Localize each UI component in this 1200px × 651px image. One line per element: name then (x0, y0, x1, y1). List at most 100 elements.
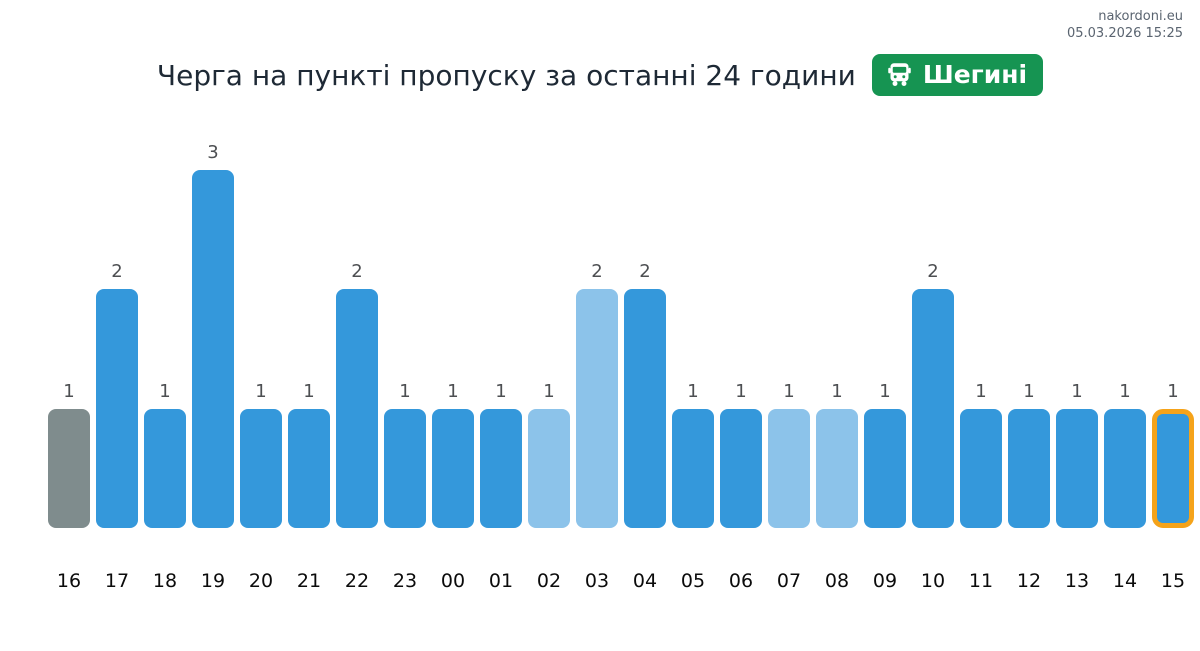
bar-value-label: 2 (927, 261, 939, 282)
x-axis-label-20: 20 (248, 570, 274, 592)
x-axis-label-04: 04 (632, 570, 658, 592)
x-axis-label-15: 15 (1160, 570, 1186, 592)
x-axis-label-02: 02 (536, 570, 562, 592)
bar (192, 170, 234, 528)
bar-value-label: 1 (783, 381, 795, 402)
x-axis-label-19: 19 (200, 570, 226, 592)
bar-column-17: 2 (93, 170, 141, 528)
bar-value-label: 2 (591, 261, 603, 282)
bar (672, 409, 714, 528)
x-axis-label-11: 11 (968, 570, 994, 592)
bar (1056, 409, 1098, 528)
bar-value-label: 1 (159, 381, 171, 402)
bar-column-14: 1 (1101, 170, 1149, 528)
x-axis-labels: 16 17 18 19 20 21 22 23 00 01 02 03 04 05 06 07 08 09 10 11… (45, 570, 1197, 592)
bar-value-label: 1 (447, 381, 459, 402)
title-row: Черга на пункті пропуску за останні 24 г… (0, 54, 1200, 96)
bar-current-hour (1152, 409, 1194, 528)
bar-value-label: 1 (63, 381, 75, 402)
site-link[interactable]: nakordoni.eu (1098, 9, 1183, 24)
checkpoint-badge[interactable]: Шегині (871, 54, 1044, 96)
bar (528, 409, 570, 528)
bar (720, 409, 762, 528)
bar-column-21: 1 (285, 170, 333, 528)
x-axis-label-09: 09 (872, 570, 898, 592)
timestamp: 05.03.2026 15:25 (1066, 26, 1183, 41)
x-axis-label-08: 08 (824, 570, 850, 592)
page-title: Черга на пункті пропуску за останні 24 г… (156, 58, 856, 92)
x-axis-label-00: 00 (440, 570, 466, 592)
bar-column-13: 1 (1053, 170, 1101, 528)
bar-value-label: 2 (111, 261, 123, 282)
x-axis-label-16: 16 (56, 570, 82, 592)
bar-column-23: 1 (381, 170, 429, 528)
bar (864, 409, 906, 528)
bar-value-label: 2 (351, 261, 363, 282)
bar-value-label: 1 (303, 381, 315, 402)
bar-column-09: 1 (861, 170, 909, 528)
bar (816, 409, 858, 528)
bar-column-22: 2 (333, 170, 381, 528)
bar-value-label: 1 (495, 381, 507, 402)
bar-value-label: 1 (735, 381, 747, 402)
x-axis-label-05: 05 (680, 570, 706, 592)
bar (1008, 409, 1050, 528)
bar-column-06: 1 (717, 170, 765, 528)
bar (912, 289, 954, 528)
x-axis-label-01: 01 (488, 570, 514, 592)
bar (48, 409, 90, 528)
bar-column-16: 1 (45, 170, 93, 528)
x-axis-label-17: 17 (104, 570, 130, 592)
bar (768, 409, 810, 528)
x-axis-label-12: 12 (1016, 570, 1042, 592)
bar-value-label: 1 (687, 381, 699, 402)
bar-value-label: 1 (543, 381, 555, 402)
bar (96, 289, 138, 528)
bar-value-label: 1 (831, 381, 843, 402)
bar-value-label: 1 (1071, 381, 1083, 402)
bar-column-05: 1 (669, 170, 717, 528)
bar (240, 409, 282, 528)
header-meta: nakordoni.eu 05.03.2026 15:25 (1067, 8, 1183, 42)
bar-column-12: 1 (1005, 170, 1053, 528)
bar-value-label: 1 (255, 381, 267, 402)
checkpoint-name: Шегині (922, 60, 1028, 89)
bar-chart: 1 2 1 3 1 1 2 1 1 1 1 2 2 1 1 1 1 1 2 1 1 1 1 1 (45, 142, 1197, 528)
x-axis-label-14: 14 (1112, 570, 1138, 592)
bar (624, 289, 666, 528)
bar-column-03: 2 (573, 170, 621, 528)
bar-value-label: 1 (1023, 381, 1035, 402)
bar-value-label: 1 (879, 381, 891, 402)
bar-value-label: 1 (1167, 381, 1179, 402)
bar (960, 409, 1002, 528)
bar (336, 289, 378, 528)
bar-value-label: 1 (1119, 381, 1131, 402)
bar-value-label: 1 (399, 381, 411, 402)
bar (144, 409, 186, 528)
bar-column-00: 1 (429, 170, 477, 528)
bar (288, 409, 330, 528)
x-axis-label-10: 10 (920, 570, 946, 592)
x-axis-label-18: 18 (152, 570, 178, 592)
x-axis-label-07: 07 (776, 570, 802, 592)
x-axis-label-21: 21 (296, 570, 322, 592)
bar-column-02: 1 (525, 170, 573, 528)
x-axis-label-13: 13 (1064, 570, 1090, 592)
bar (384, 409, 426, 528)
x-axis-label-23: 23 (392, 570, 418, 592)
x-axis-label-03: 03 (584, 570, 610, 592)
bar (432, 409, 474, 528)
bar-column-08: 1 (813, 170, 861, 528)
x-axis-label-22: 22 (344, 570, 370, 592)
bar-value-label: 3 (207, 142, 219, 163)
bar (576, 289, 618, 528)
bar (1104, 409, 1146, 528)
x-axis-label-06: 06 (728, 570, 754, 592)
bar (480, 409, 522, 528)
bar-value-label: 1 (975, 381, 987, 402)
bar-column-18: 1 (141, 170, 189, 528)
bar-value-label: 2 (639, 261, 651, 282)
bar-column-15: 1 (1149, 170, 1197, 528)
